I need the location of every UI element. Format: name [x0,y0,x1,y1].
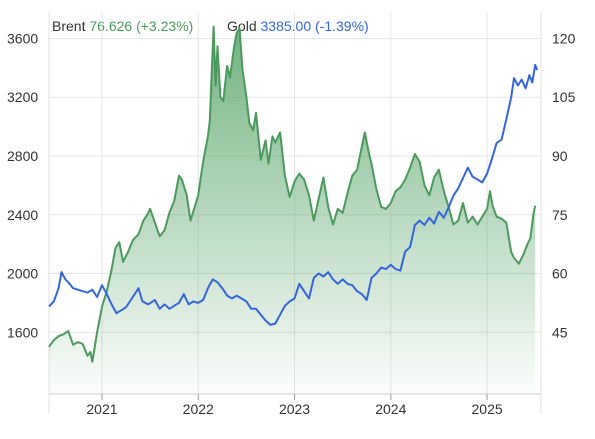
brent-area [49,26,536,394]
y-left-tick-label: 2000 [7,266,38,282]
x-tick-label: 2025 [472,401,503,417]
brent-line [48,25,537,363]
x-tick-label: 2022 [183,401,214,417]
y-right-tick-label: 90 [552,148,568,164]
y-right-tick-label: 105 [552,89,576,105]
y-right-tick-label: 75 [552,207,568,223]
y-left-tick-label: 3600 [7,30,38,46]
y-right-tick-label: 60 [552,266,568,282]
y-left-tick-label: 2400 [7,207,38,223]
legend-gold-label: Gold [227,18,257,34]
y-left-tick-label: 3200 [7,89,38,105]
x-tick-label: 2024 [375,401,406,417]
y-left-tick-label: 2800 [7,148,38,164]
legend-brent-value: 76.626 (+3.23%) [89,18,194,34]
legend-brent-label: Brent [52,18,86,34]
legend-gold-value: 3385.00 (-1.39%) [260,18,369,34]
x-tick-label: 2023 [279,401,310,417]
y-left-tick-label: 1600 [7,324,38,340]
legend: Brent 76.626 (+3.23%) Gold 3385.00 (-1.3… [52,18,369,34]
y-right-tick-label: 45 [552,324,568,340]
gold-line [48,63,539,326]
x-tick-label: 2021 [86,401,117,417]
y-right-tick-label: 120 [552,30,576,46]
